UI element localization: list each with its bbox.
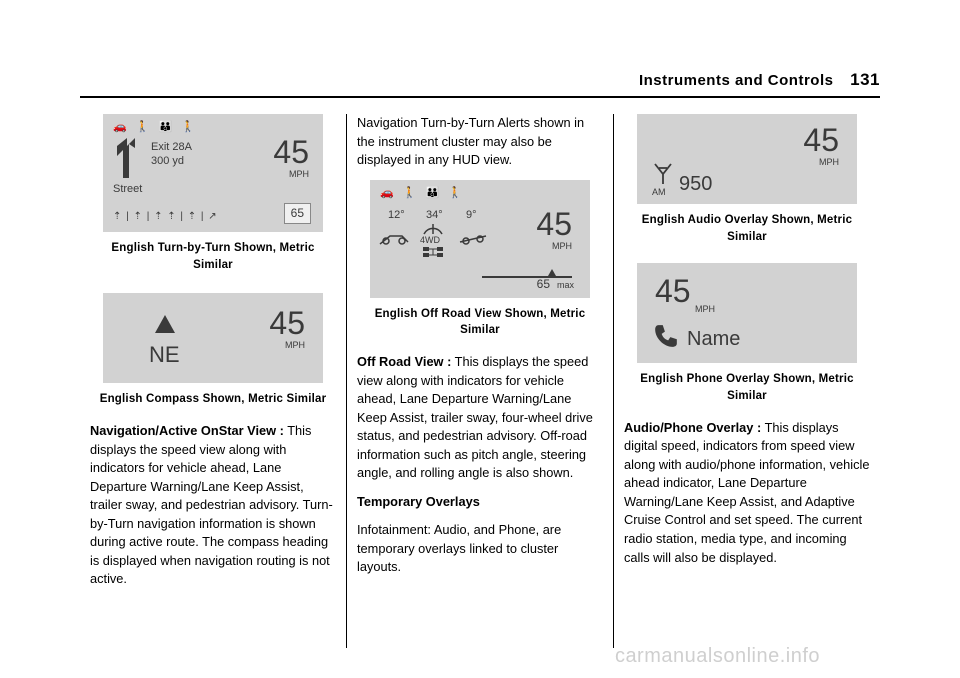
fourwd-icon xyxy=(422,246,444,258)
para-body: This displays the speed view along with … xyxy=(357,354,593,480)
para-lead: Off Road View : xyxy=(357,354,451,369)
street-label: Street xyxy=(113,182,142,198)
compass-arrow-icon xyxy=(155,315,175,333)
compass-direction: NE xyxy=(149,339,180,371)
para-body: This displays digital speed, indicators … xyxy=(624,420,869,565)
advisory-icons: 🚗 🚶 👪 🚶 xyxy=(113,120,198,136)
hud-phone: 45 MPH Name xyxy=(637,263,857,363)
audio-phone-para: Audio/Phone Overlay : This displays digi… xyxy=(624,419,870,567)
antenna-icon xyxy=(653,162,673,184)
hud-turnbyturn: 🚗 🚶 👪 🚶 Exit 28A 300 yd Street ⇡ | ⇡ | ⇡… xyxy=(103,114,323,232)
speed-limit: 65 xyxy=(284,203,311,224)
caption-audio: English Audio Overlay Shown, Metric Simi… xyxy=(624,212,870,245)
caption-phone: English Phone Overlay Shown, Metric Simi… xyxy=(624,371,870,404)
vehicle-roll-icon xyxy=(456,228,490,248)
speed-unit: MPH xyxy=(695,303,715,316)
para-lead: Navigation/Active OnStar View : xyxy=(90,423,284,438)
pitch-angle: 12° xyxy=(388,208,405,224)
band-label: AM xyxy=(652,186,666,199)
speed-value: 45 xyxy=(655,275,691,307)
header-rule xyxy=(80,96,880,98)
speed-unit: MPH xyxy=(552,240,572,253)
para-lead: Audio/Phone Overlay : xyxy=(624,420,761,435)
distance-label: 300 yd xyxy=(151,154,184,170)
para-body: This displays the speed view along with … xyxy=(90,423,333,586)
turn-arrow-icon xyxy=(113,138,145,178)
column-1: 🚗 🚶 👪 🚶 Exit 28A 300 yd Street ⇡ | ⇡ | ⇡… xyxy=(80,114,346,648)
caption-offroad: English Off Road View Shown, Metric Simi… xyxy=(357,306,603,339)
max-speed: 65 xyxy=(537,276,550,293)
caption-compass: English Compass Shown, Metric Similar xyxy=(90,391,336,408)
section-title: Instruments and Controls xyxy=(639,72,834,89)
speed-value: 45 xyxy=(803,124,839,156)
offroad-para: Off Road View : This displays the speed … xyxy=(357,353,603,483)
max-label: max xyxy=(557,279,574,292)
speed-value: 45 xyxy=(536,208,572,240)
nav-onstar-para: Navigation/Active OnStar View : This dis… xyxy=(90,422,336,589)
hud-audio: 45 MPH AM 950 xyxy=(637,114,857,204)
speed-value: 45 xyxy=(273,136,309,168)
caption-turnbyturn: English Turn-by-Turn Shown, Metric Simil… xyxy=(90,240,336,273)
intro-para: Navigation Turn-by-Turn Alerts shown in … xyxy=(357,114,603,170)
phone-icon xyxy=(653,323,679,349)
max-bar xyxy=(482,276,572,278)
speed-unit: MPH xyxy=(285,339,305,352)
page-number: 131 xyxy=(850,70,880,89)
infotainment-para: Infotainment: Audio, and Phone, are temp… xyxy=(357,521,603,577)
column-2: Navigation Turn-by-Turn Alerts shown in … xyxy=(346,114,613,648)
speed-unit: MPH xyxy=(289,168,309,181)
column-3: 45 MPH AM 950 English Audio Overlay Show… xyxy=(613,114,880,648)
vehicle-pitch-icon xyxy=(378,228,412,248)
speed-unit: MPH xyxy=(819,156,839,169)
hud-compass: NE 45 MPH xyxy=(103,293,323,383)
lane-icons: ⇡ | ⇡ | ⇡ ⇡ | ⇡ | ↗ xyxy=(113,210,218,225)
hud-offroad: 🚗 🚶 👪 🚶 12° 34° 9° 4WD 45 MPH 65 max xyxy=(370,180,590,298)
page-header: Instruments and Controls 131 xyxy=(80,70,880,90)
caller-name: Name xyxy=(687,325,740,354)
max-marker-icon xyxy=(548,269,556,276)
temporary-overlays-heading: Temporary Overlays xyxy=(357,493,603,512)
frequency: 950 xyxy=(679,170,712,199)
advisory-icons: 🚗 🚶 👪 🚶 xyxy=(380,186,465,202)
speed-value: 45 xyxy=(269,307,305,339)
watermark: carmanualsonline.info xyxy=(615,645,820,668)
roll-angle: 9° xyxy=(466,208,477,224)
